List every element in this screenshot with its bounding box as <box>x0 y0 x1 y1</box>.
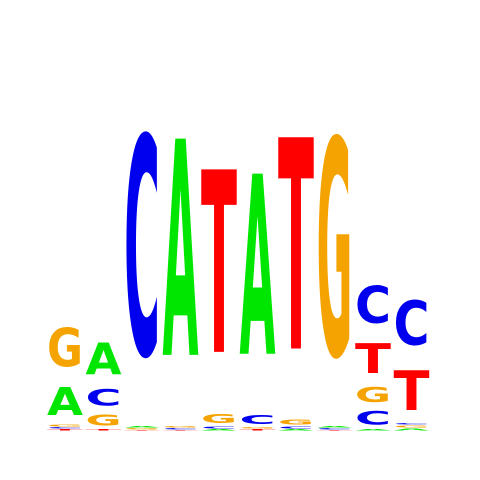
letter-c-col-8-2: C <box>317 428 353 430</box>
letter-a-col-7-1: A <box>278 429 315 431</box>
letter-c-col-2-3: C <box>86 385 122 411</box>
letter-a-col-6-4: A <box>240 124 276 412</box>
letter-g-col-1-3: G <box>47 424 83 427</box>
letter-g-col-9-3: G <box>355 384 391 408</box>
letter-t-col-9-4: T <box>355 336 391 384</box>
letter-t-col-10-4: T <box>394 359 430 423</box>
letter-c-col-9-5: C <box>355 276 391 335</box>
letter-a-col-10-1: A <box>394 428 431 431</box>
letter-c-col-1-2: C <box>47 427 83 429</box>
letter-a-col-9-1: A <box>355 429 392 431</box>
letter-c-col-5-2: C <box>201 426 237 429</box>
letter-a-col-4-4: A <box>163 81 199 426</box>
letter-c-col-6-3: C <box>239 413 275 427</box>
letter-c-col-9-2: C <box>355 407 391 429</box>
letter-g-col-5-3: G <box>201 412 237 426</box>
letter-g-col-1-5: G <box>47 318 83 379</box>
letter-t-col-2-1: T <box>86 429 123 431</box>
letter-g-col-7-3: G <box>278 418 314 426</box>
letter-c-col-7-2: C <box>278 426 314 429</box>
logo-columns: TCGAGTGCATGACTCGAACGTTGCAACGTTCAGACGTCAG… <box>47 75 430 431</box>
letter-a-col-5-1: A <box>201 429 238 431</box>
letter-g-col-2-2: G <box>85 411 121 429</box>
letter-t-col-6-1: T <box>240 429 277 431</box>
letter-t-col-5-4: T <box>201 119 237 411</box>
letter-t-col-3-1: T <box>124 430 161 431</box>
letter-g-col-4-3: G <box>163 426 199 428</box>
letter-t-col-8-1: T <box>317 430 354 431</box>
letter-c-col-4-2: C <box>163 428 199 430</box>
letter-c-col-3-4: C <box>124 75 160 425</box>
letter-g-col-3-2: G <box>124 428 160 430</box>
letter-c-col-10-5: C <box>394 289 430 359</box>
letter-g-col-8-4: G <box>317 80 353 426</box>
letter-t-col-1-1: T <box>47 429 84 431</box>
letter-a-col-2-4: A <box>85 334 121 385</box>
letter-t-col-4-1: T <box>163 430 200 431</box>
letter-a-col-1-4: A <box>47 380 83 425</box>
letter-t-col-7-4: T <box>278 81 314 418</box>
letter-a-col-3-3: A <box>124 426 161 428</box>
letter-g-col-6-2: G <box>240 427 276 429</box>
letter-a-col-8-3: A <box>317 426 354 428</box>
letter-c-col-10-3: C <box>394 423 430 425</box>
letter-g-col-10-2: G <box>394 425 430 428</box>
